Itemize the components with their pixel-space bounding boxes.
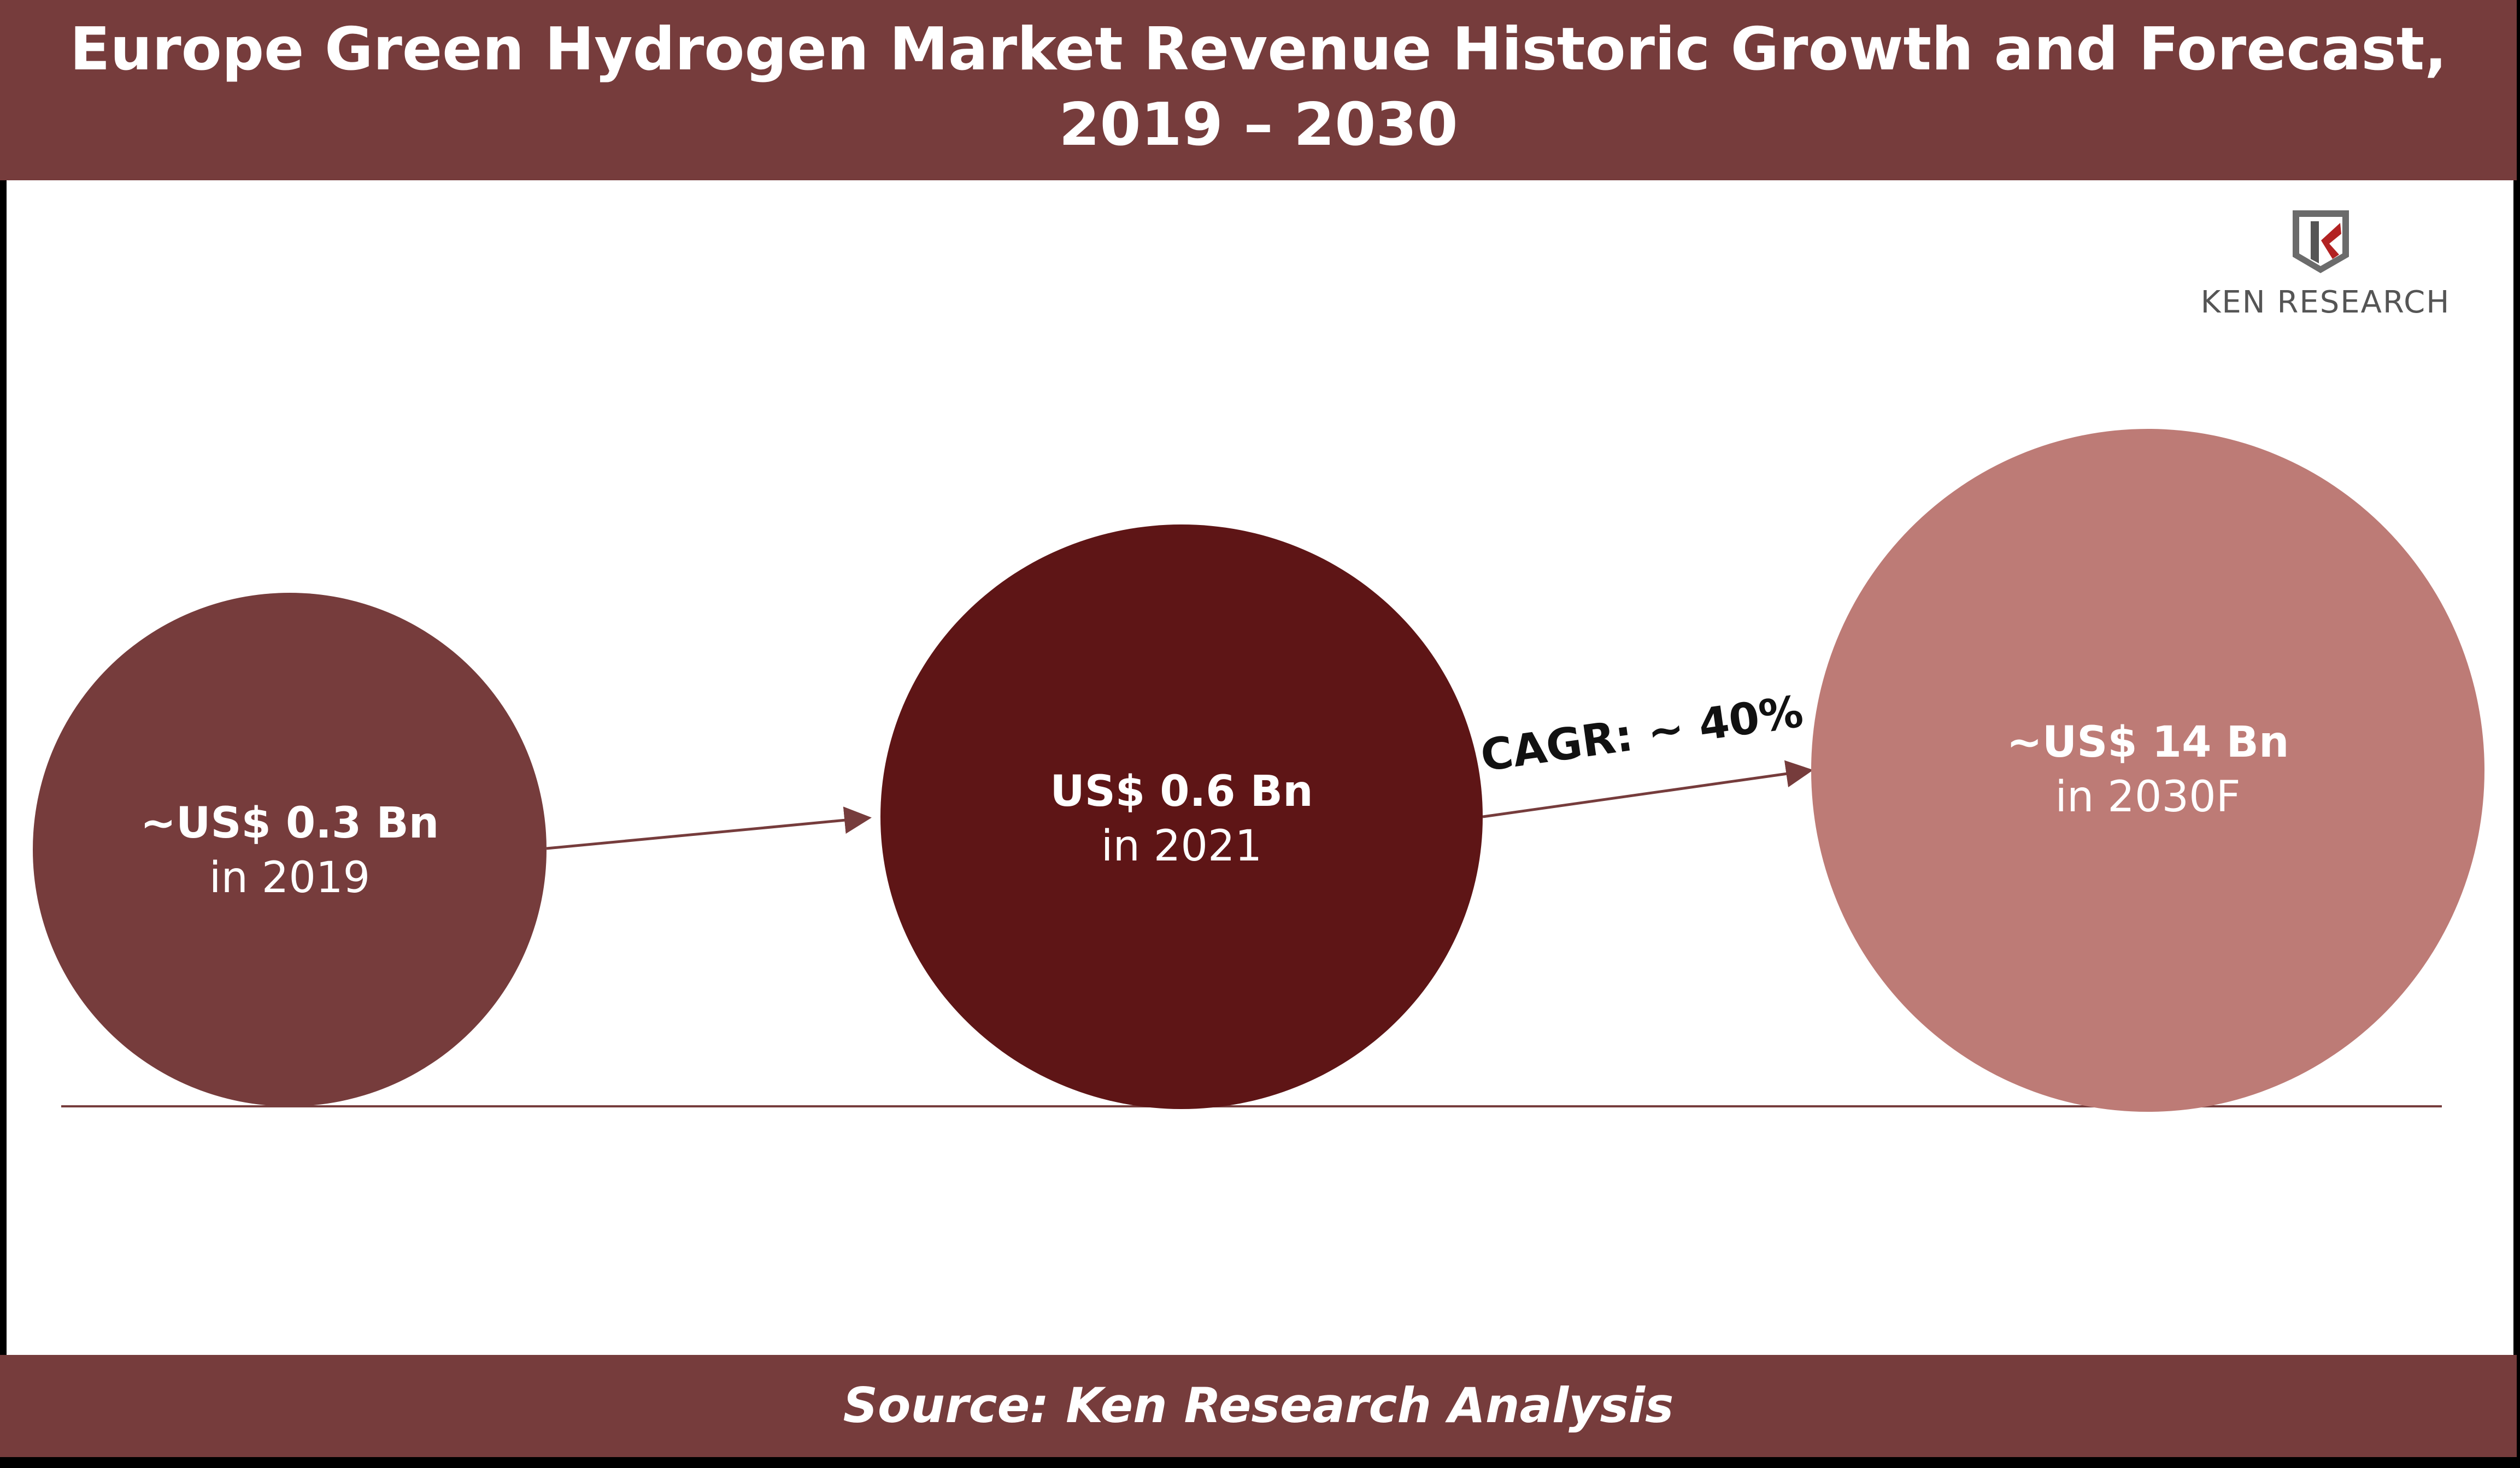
bubble-2021-circle [880, 524, 1483, 1109]
bubble-2021-year: in 2021 [1101, 822, 1262, 871]
company-logo: KEN RESEARCH [2201, 210, 2451, 320]
chart-title-line-2: 2019 – 2030 [1059, 91, 1458, 159]
bubble-2030f-year: in 2030F [2055, 773, 2240, 822]
bubble-2030f: ~US$ 14 Bn in 2030F [1811, 429, 2484, 1112]
bubble-2030f-value: ~US$ 14 Bn [2007, 718, 2289, 767]
title-bar: Europe Green Hydrogen Market Revenue His… [0, 0, 2517, 180]
growth-arrow-2021-2030 [1482, 760, 1813, 818]
bubble-2019-circle [33, 593, 547, 1106]
logo-text: KEN RESEARCH [2201, 285, 2451, 320]
bubble-2019-year: in 2019 [209, 853, 370, 903]
bubble-2021-value: US$ 0.6 Bn [1050, 767, 1313, 816]
cagr-annotation: CAGR: ~ 40% [1478, 686, 1806, 781]
growth-arrow-2019-2021 [546, 806, 872, 850]
source-note: Source: Ken Research Analysis [843, 1377, 1674, 1434]
bubble-2021: US$ 0.6 Bn in 2021 [880, 524, 1483, 1109]
bubble-2030f-circle [1811, 429, 2484, 1112]
source-bar: Source: Ken Research Analysis [0, 1355, 2517, 1457]
chart-title: Europe Green Hydrogen Market Revenue His… [0, 12, 2517, 163]
bubble-2019: ~US$ 0.3 Bn in 2019 [33, 593, 547, 1106]
ken-research-k-shield-icon [2293, 210, 2349, 273]
chart-title-line-1: Europe Green Hydrogen Market Revenue His… [69, 15, 2447, 84]
bubble-2019-value: ~US$ 0.3 Bn [140, 799, 439, 848]
